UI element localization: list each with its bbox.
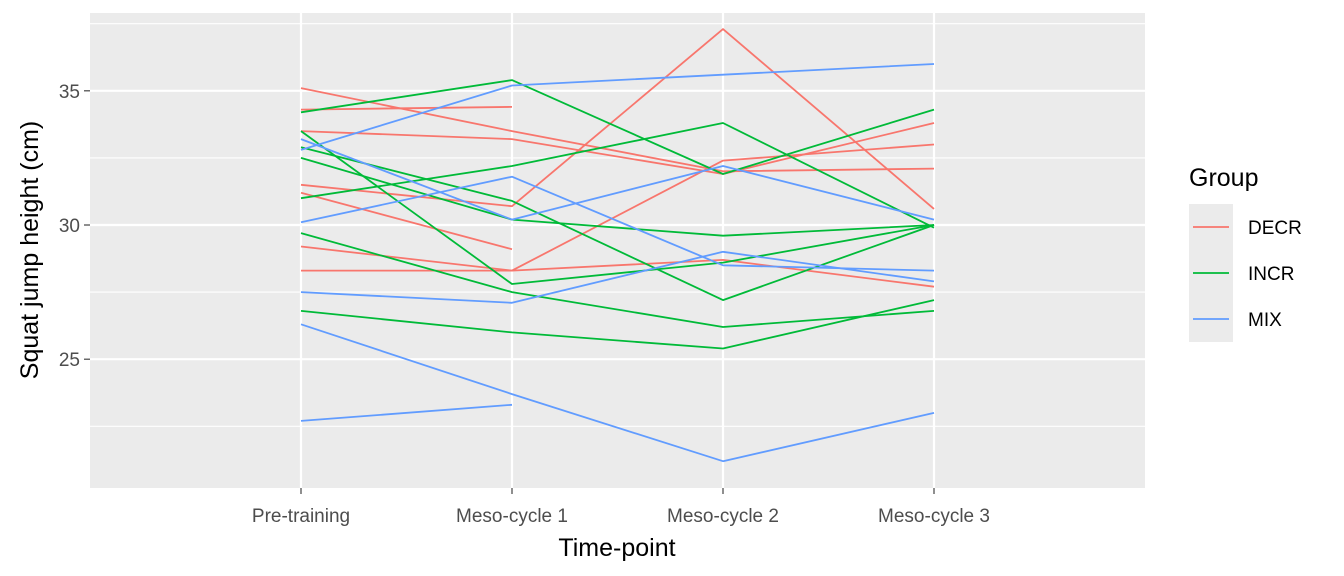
series-line-mix-15	[300, 138, 935, 221]
legend-title: Group	[1189, 164, 1258, 192]
y-tick-label: 25	[59, 350, 80, 371]
legend-label-mix: MIX	[1248, 310, 1282, 331]
series-line-incr-8	[300, 79, 935, 175]
legend-label-decr: DECR	[1248, 218, 1302, 239]
series-line-incr-11	[300, 157, 935, 237]
series-line-incr-10	[300, 146, 935, 302]
x-tick-label: Meso-cycle 1	[456, 506, 568, 527]
series-line-mix-17	[300, 175, 935, 272]
y-tick-label: 35	[59, 82, 80, 103]
series-line-mix-19	[300, 323, 935, 463]
series-line-decr-7	[301, 258, 935, 288]
x-axis: Pre-training Meso-cycle 1 Meso-cycle 2 Meso…	[252, 488, 990, 527]
legend-label-incr: INCR	[1248, 264, 1294, 285]
series-line-decr-6	[300, 143, 935, 272]
series-line-decr-2	[300, 106, 513, 111]
series-line-incr-14	[300, 299, 935, 350]
x-tick-label: Pre-training	[252, 506, 350, 527]
series-line-decr-3	[300, 122, 935, 175]
series-line-mix-18	[300, 250, 935, 304]
y-axis-title: Squat jump height (cm)	[16, 121, 44, 379]
legend: Group DECR INCR MIX	[1189, 164, 1302, 342]
series-line-incr-9	[300, 130, 935, 285]
x-tick-label: Meso-cycle 3	[878, 506, 990, 527]
series-line-decr-5	[300, 191, 513, 251]
y-axis: 25 30 35	[59, 82, 90, 371]
series-line-decr-1	[300, 87, 935, 173]
series-line-incr-12	[300, 122, 935, 229]
series-line-decr-4	[300, 28, 935, 210]
legend-keys: DECR INCR MIX	[1189, 204, 1302, 342]
x-tick-label: Meso-cycle 2	[667, 506, 779, 527]
major-gridlines	[90, 13, 1145, 488]
series-lines	[300, 28, 935, 463]
x-axis-title: Time-point	[558, 534, 675, 562]
series-line-incr-13	[300, 232, 935, 328]
minor-gridlines	[90, 23, 1145, 427]
y-tick-label: 30	[59, 216, 80, 237]
series-line-mix-20	[300, 403, 513, 422]
series-line-mix-16	[300, 63, 935, 151]
